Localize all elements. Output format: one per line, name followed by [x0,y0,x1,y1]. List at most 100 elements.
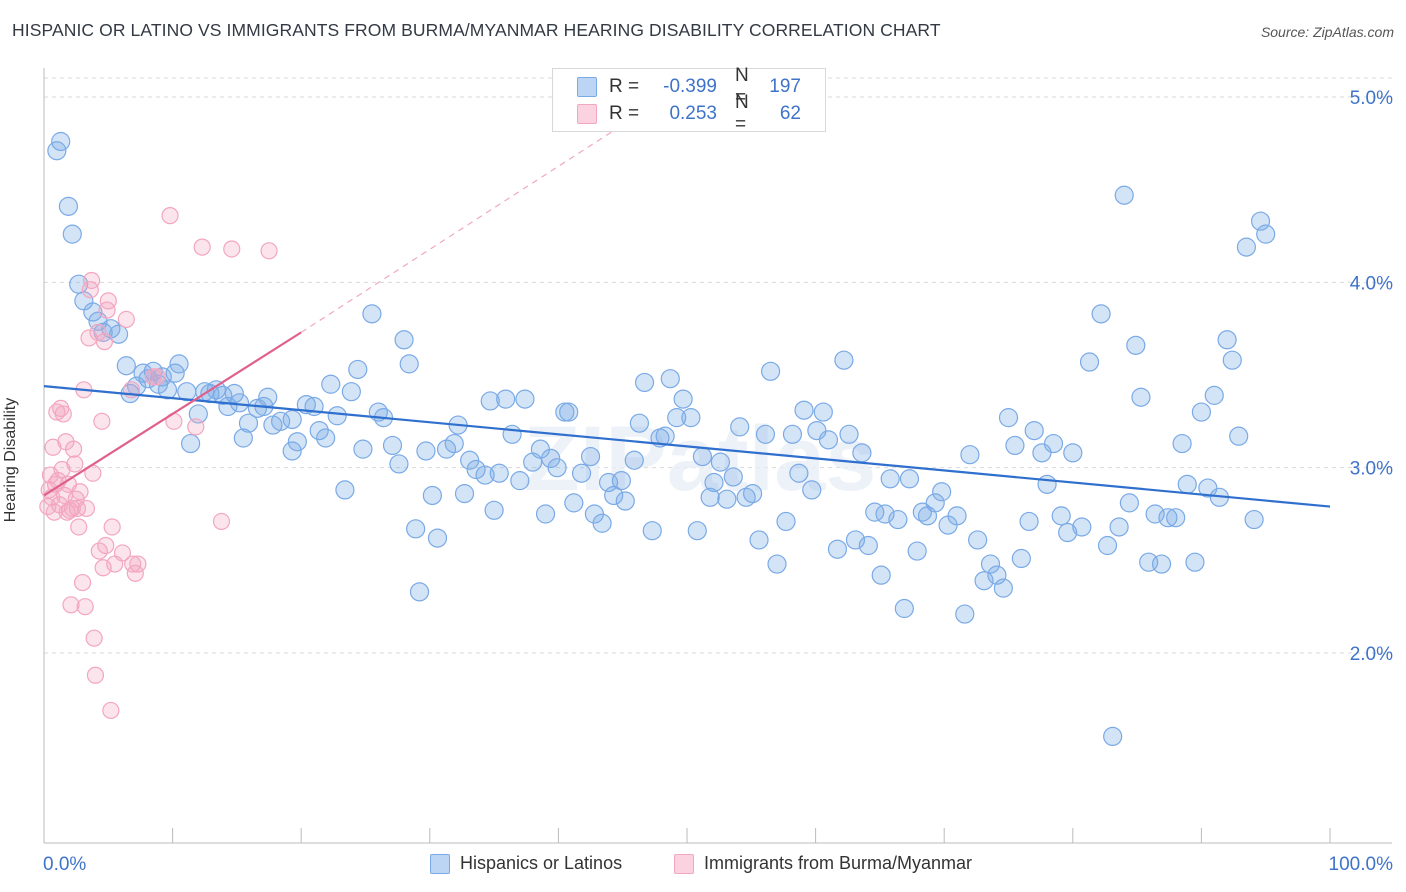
stats-swatch-blue [577,77,597,97]
data-point-burma [82,271,101,290]
data-point-hispanics [559,402,579,422]
data-point-burma [103,518,121,536]
data-point-hispanics [839,424,859,444]
data-point-hispanics [169,354,189,374]
data-point-hispanics [789,463,809,483]
data-point-hispanics [980,554,1001,574]
data-point-hispanics [852,443,872,463]
data-point-hispanics [1005,435,1025,456]
y-tick-label: 5.0% [1350,88,1393,109]
data-point-hispanics [224,383,244,404]
data-point-hispanics [484,500,504,520]
data-point-hispanics [1177,474,1197,494]
chart-title: HISPANIC OR LATINO VS IMMIGRANTS FROM BU… [12,20,941,40]
data-point-hispanics [287,432,307,452]
data-point-hispanics [348,359,368,380]
data-point-hispanics [794,400,814,420]
data-point-burma [161,207,179,225]
data-point-hispanics [755,424,776,444]
data-point-hispanics [1043,433,1064,454]
data-point-hispanics [515,389,535,409]
data-point-hispanics [58,196,79,216]
data-point-hispanics [1063,443,1083,463]
data-point-hispanics [181,433,201,454]
data-point-hispanics [629,413,650,433]
data-point-burma [129,555,147,573]
trend-extension-burma [300,124,624,333]
data-point-hispanics [564,493,584,513]
data-point-hispanics [51,131,71,152]
data-point-hispanics [1222,350,1242,370]
x-tick-label-min: 0.0% [43,854,86,875]
data-point-hispanics [571,463,592,483]
data-point-hispanics [947,506,967,526]
n-value: 62 [779,103,801,124]
legend-item-hispanics[interactable]: Hispanics or Latinos [430,853,622,874]
data-point-hispanics [660,369,680,389]
series-hispanics-points [47,131,1276,747]
data-point-hispanics [62,224,82,244]
data-point-burma [93,412,111,430]
data-point-burma [144,368,162,386]
data-point-hispanics [1229,426,1249,446]
data-point-hispanics [1172,433,1192,454]
data-point-hispanics [394,330,414,350]
data-point-hispanics [335,480,355,500]
data-point-hispanics [460,450,480,470]
data-point-hispanics [389,454,409,474]
data-point-hispanics [907,541,927,561]
stats-box: R = -0.399 N = 197 R = 0.253 N = 62 [552,65,826,135]
data-point-hispanics [580,446,601,467]
data-point-burma [76,598,94,616]
y-axis-label: Hearing Disability [2,397,19,523]
data-point-hispanics [1126,335,1146,355]
data-point-burma [99,292,117,310]
data-point-hispanics [321,374,341,394]
data-point-hispanics [1217,330,1237,350]
data-point-hispanics [541,448,561,468]
data-point-burma [70,518,88,536]
data-point-hispanics [998,408,1019,428]
data-point-hispanics [624,450,644,470]
data-point-hispanics [827,539,848,559]
data-point-hispanics [955,604,975,624]
data-point-hispanics [165,363,185,383]
data-point-hispanics [535,504,556,524]
data-point-burma [97,536,115,555]
data-point-hispanics [108,324,129,344]
data-point-hispanics [1079,352,1100,372]
data-point-burma [44,438,62,456]
data-point-burma [212,512,231,531]
data-point-hispanics [341,382,361,402]
data-point-hispanics [704,472,724,493]
data-point-burma [89,323,107,341]
r-label: R = [609,103,640,124]
data-point-hispanics [1097,535,1118,556]
data-point-burma [95,333,114,351]
data-point-hispanics [327,406,347,426]
data-point-hispanics [723,467,743,487]
data-point-hispanics [427,528,448,548]
data-point-hispanics [993,578,1013,598]
data-point-hispanics [1114,185,1134,205]
data-point-hispanics [1256,224,1276,244]
data-point-hispanics [502,424,522,444]
data-point-hispanics [776,511,796,532]
data-point-hispanics [422,485,442,506]
data-point-hispanics [1131,387,1151,407]
data-point-burma [62,596,80,614]
data-point-hispanics [353,439,373,459]
data-point-hispanics [466,459,486,480]
data-point-hispanics [604,485,624,506]
data-point-hispanics [611,471,632,491]
legend-swatch-pink [674,853,694,874]
data-point-hispanics [880,469,900,489]
data-point-burma [113,544,132,562]
legend-label: Hispanics or Latinos [460,853,623,873]
y-tick-label: 2.0% [1350,644,1393,665]
data-point-hispanics [742,484,763,504]
data-point-hispanics [296,395,316,415]
n-label: N = [735,92,749,135]
legend-item-burma[interactable]: Immigrants from Burma/Myanmar [674,853,972,874]
